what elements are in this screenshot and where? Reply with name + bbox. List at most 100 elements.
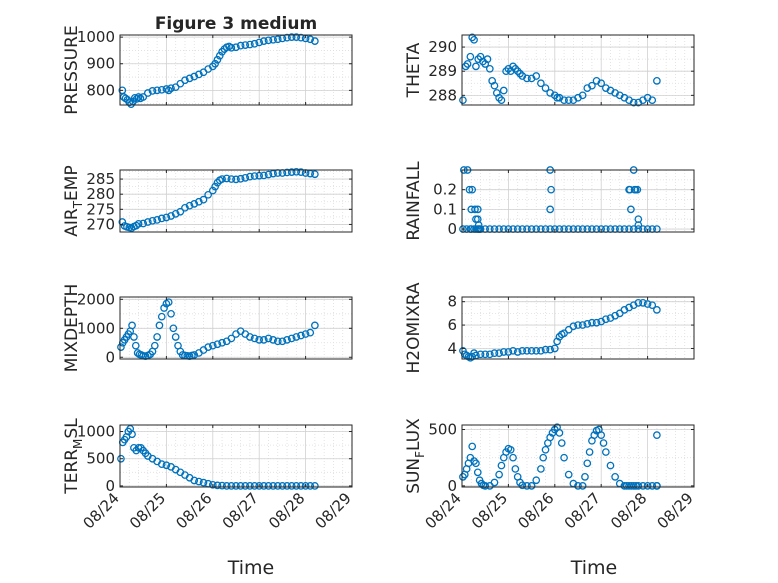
y-tick-label: 280 bbox=[86, 185, 115, 203]
data-point bbox=[292, 33, 301, 41]
data-point bbox=[255, 482, 264, 490]
data-point bbox=[215, 51, 224, 60]
y-tick-label: 0 bbox=[105, 477, 115, 495]
data-point bbox=[497, 461, 506, 470]
data-point bbox=[204, 190, 213, 199]
data-point bbox=[162, 461, 171, 470]
data-point bbox=[301, 482, 310, 490]
data-point bbox=[485, 350, 494, 359]
data-point bbox=[213, 340, 222, 349]
data-point bbox=[578, 321, 587, 329]
data-point bbox=[606, 461, 615, 470]
data-point bbox=[509, 62, 517, 71]
y-axis-label: PRESSURE bbox=[62, 25, 82, 114]
data-point bbox=[171, 333, 180, 341]
y-axis-label-subscript: F bbox=[413, 451, 427, 458]
y-axis-label: THETA bbox=[404, 42, 424, 98]
y-axis-label: TERRMSL bbox=[62, 418, 85, 495]
data-point bbox=[481, 350, 490, 359]
y-axis-label: MIXDEPTH bbox=[62, 284, 82, 373]
data-point bbox=[532, 346, 541, 355]
y-axis-label-text: THETA bbox=[404, 42, 424, 98]
data-point bbox=[218, 338, 226, 347]
data-point bbox=[648, 96, 657, 105]
x-tick-label: 08/24 bbox=[422, 489, 465, 532]
data-point bbox=[269, 336, 277, 344]
data-point bbox=[599, 439, 608, 447]
y-tick-label: 0 bbox=[447, 477, 457, 495]
data-point bbox=[490, 349, 499, 357]
data-point bbox=[213, 481, 222, 490]
data-point bbox=[232, 43, 240, 52]
data-point bbox=[150, 341, 159, 350]
axes-box bbox=[119, 34, 353, 106]
data-point bbox=[506, 445, 515, 454]
x-tick-label: 08/29 bbox=[654, 489, 697, 532]
data-point bbox=[601, 448, 610, 456]
data-point bbox=[185, 201, 194, 210]
y-tick-label: 1000 bbox=[77, 319, 115, 337]
data-point bbox=[470, 457, 478, 465]
data-point bbox=[499, 86, 508, 95]
y-tick-label: 6 bbox=[447, 316, 457, 334]
data-point bbox=[190, 476, 199, 485]
data-point bbox=[283, 482, 291, 490]
data-point bbox=[283, 33, 291, 42]
data-point bbox=[259, 336, 268, 344]
y-tick-label: 285 bbox=[86, 170, 115, 188]
data-point bbox=[588, 318, 596, 327]
data-point bbox=[128, 321, 136, 330]
y-tick-label: 270 bbox=[86, 215, 115, 233]
data-point bbox=[157, 460, 166, 469]
data-point bbox=[199, 478, 208, 487]
data-point bbox=[532, 476, 541, 485]
data-point bbox=[204, 343, 213, 351]
data-point bbox=[278, 482, 287, 490]
data-point bbox=[597, 431, 606, 439]
data-point bbox=[213, 55, 222, 64]
data-point bbox=[499, 348, 508, 356]
data-point bbox=[473, 468, 482, 477]
data-point bbox=[208, 186, 217, 195]
data-point bbox=[518, 346, 527, 355]
data-point bbox=[527, 346, 536, 355]
y-axis-label: AIRTEMP bbox=[62, 165, 85, 236]
data-point bbox=[292, 333, 301, 341]
data-point bbox=[259, 37, 268, 45]
data-point bbox=[569, 322, 578, 331]
data-point bbox=[232, 175, 240, 184]
data-point bbox=[241, 41, 250, 49]
axes-box bbox=[461, 34, 695, 106]
chart-title: Figure 3 medium bbox=[155, 14, 317, 34]
data-point bbox=[470, 35, 478, 44]
axes-box bbox=[461, 169, 695, 233]
x-tick-label: 08/25 bbox=[126, 489, 169, 532]
data-point bbox=[643, 482, 652, 490]
data-point bbox=[516, 69, 524, 78]
y-axis-label-text: RAINFALL bbox=[404, 161, 424, 241]
data-point bbox=[227, 482, 236, 490]
data-point bbox=[471, 205, 479, 214]
data-point bbox=[546, 345, 555, 354]
data-point bbox=[502, 67, 510, 76]
data-point bbox=[541, 445, 550, 454]
data-point bbox=[283, 336, 291, 344]
data-point bbox=[255, 38, 264, 47]
data-point bbox=[639, 298, 647, 307]
data-point bbox=[537, 346, 545, 355]
data-point bbox=[518, 481, 527, 490]
data-point bbox=[490, 478, 499, 487]
data-point bbox=[143, 89, 152, 97]
data-point bbox=[273, 337, 282, 346]
data-point bbox=[557, 439, 566, 447]
data-point bbox=[626, 185, 634, 194]
data-point bbox=[167, 309, 175, 318]
data-point bbox=[211, 59, 219, 68]
data-point bbox=[311, 170, 319, 179]
data-point bbox=[537, 465, 545, 473]
data-point bbox=[278, 337, 287, 346]
data-point bbox=[634, 482, 643, 490]
data-point bbox=[581, 472, 589, 481]
x-axis-labels: Time Time bbox=[227, 557, 618, 579]
